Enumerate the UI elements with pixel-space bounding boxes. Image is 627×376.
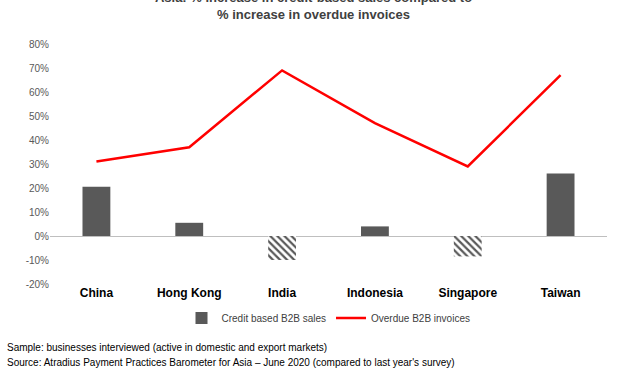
svg-text:Source: Atradius Payment Pract: Source: Atradius Payment Practices Barom… bbox=[7, 357, 455, 368]
svg-text:60%: 60% bbox=[29, 87, 49, 98]
svg-text:Hong Kong: Hong Kong bbox=[157, 286, 222, 300]
svg-text:Overdue B2B invoices: Overdue B2B invoices bbox=[371, 313, 470, 324]
svg-text:80%: 80% bbox=[29, 39, 49, 50]
svg-text:Singapore: Singapore bbox=[438, 286, 497, 300]
svg-text:Indonesia: Indonesia bbox=[347, 286, 403, 300]
svg-text:China: China bbox=[80, 286, 114, 300]
svg-text:Asia: % increase in credit-bas: Asia: % increase in credit-based sales c… bbox=[155, 0, 472, 22]
svg-text:70%: 70% bbox=[29, 63, 49, 74]
svg-text:0%: 0% bbox=[35, 231, 50, 242]
svg-text:20%: 20% bbox=[29, 183, 49, 194]
svg-text:Credit based B2B sales: Credit based B2B sales bbox=[222, 313, 327, 324]
svg-text:-10%: -10% bbox=[26, 255, 49, 266]
svg-text:40%: 40% bbox=[29, 135, 49, 146]
svg-text:30%: 30% bbox=[29, 159, 49, 170]
svg-text:Taiwan: Taiwan bbox=[541, 286, 581, 300]
svg-text:50%: 50% bbox=[29, 111, 49, 122]
svg-text:10%: 10% bbox=[29, 207, 49, 218]
svg-text:Sample: businesses interviewed: Sample: businesses interviewed (active i… bbox=[7, 342, 327, 353]
svg-text:-20%: -20% bbox=[26, 279, 49, 290]
svg-text:India: India bbox=[268, 286, 296, 300]
